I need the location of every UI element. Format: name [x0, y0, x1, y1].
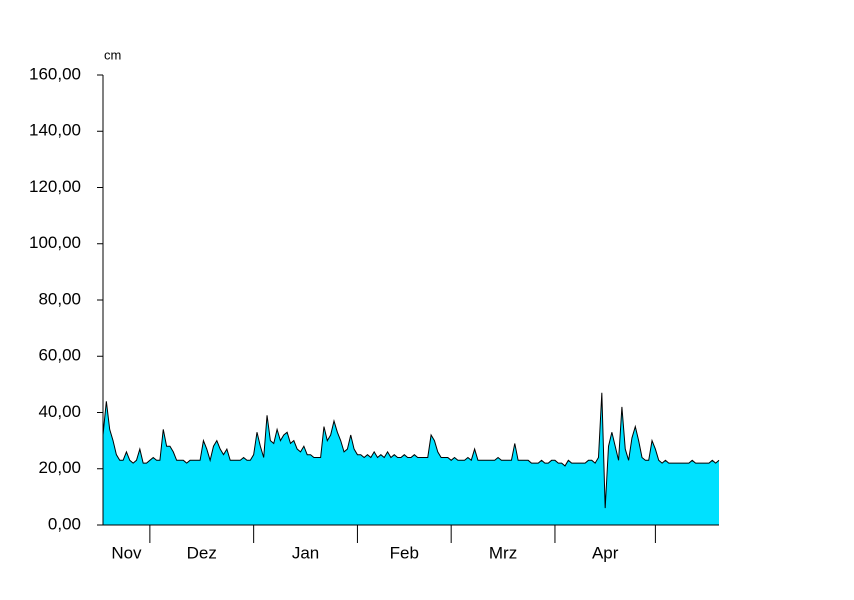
line: [102, 392, 720, 509]
x-tick-label: Mrz: [489, 543, 517, 562]
area: [103, 392, 719, 525]
y-tick-label: 20,00: [38, 458, 81, 477]
y-tick-label: 40,00: [38, 402, 81, 421]
x-tick-label: Feb: [390, 543, 419, 562]
y-unit: cm: [104, 47, 121, 62]
x-tick-label: Nov: [111, 543, 142, 562]
x-tick-label: Apr: [592, 543, 619, 562]
y-tick-label: 80,00: [38, 289, 81, 308]
y-tick-label: 100,00: [29, 233, 81, 252]
y-tick-label: 0,00: [48, 514, 81, 533]
x-tick-label: Jan: [292, 543, 319, 562]
y-tick-label: 160,00: [29, 64, 81, 83]
y-tick-label: 140,00: [29, 121, 81, 140]
y-tick-label: 60,00: [38, 346, 81, 365]
x-tick-label: Dez: [187, 543, 217, 562]
y-tick-label: 120,00: [29, 177, 81, 196]
